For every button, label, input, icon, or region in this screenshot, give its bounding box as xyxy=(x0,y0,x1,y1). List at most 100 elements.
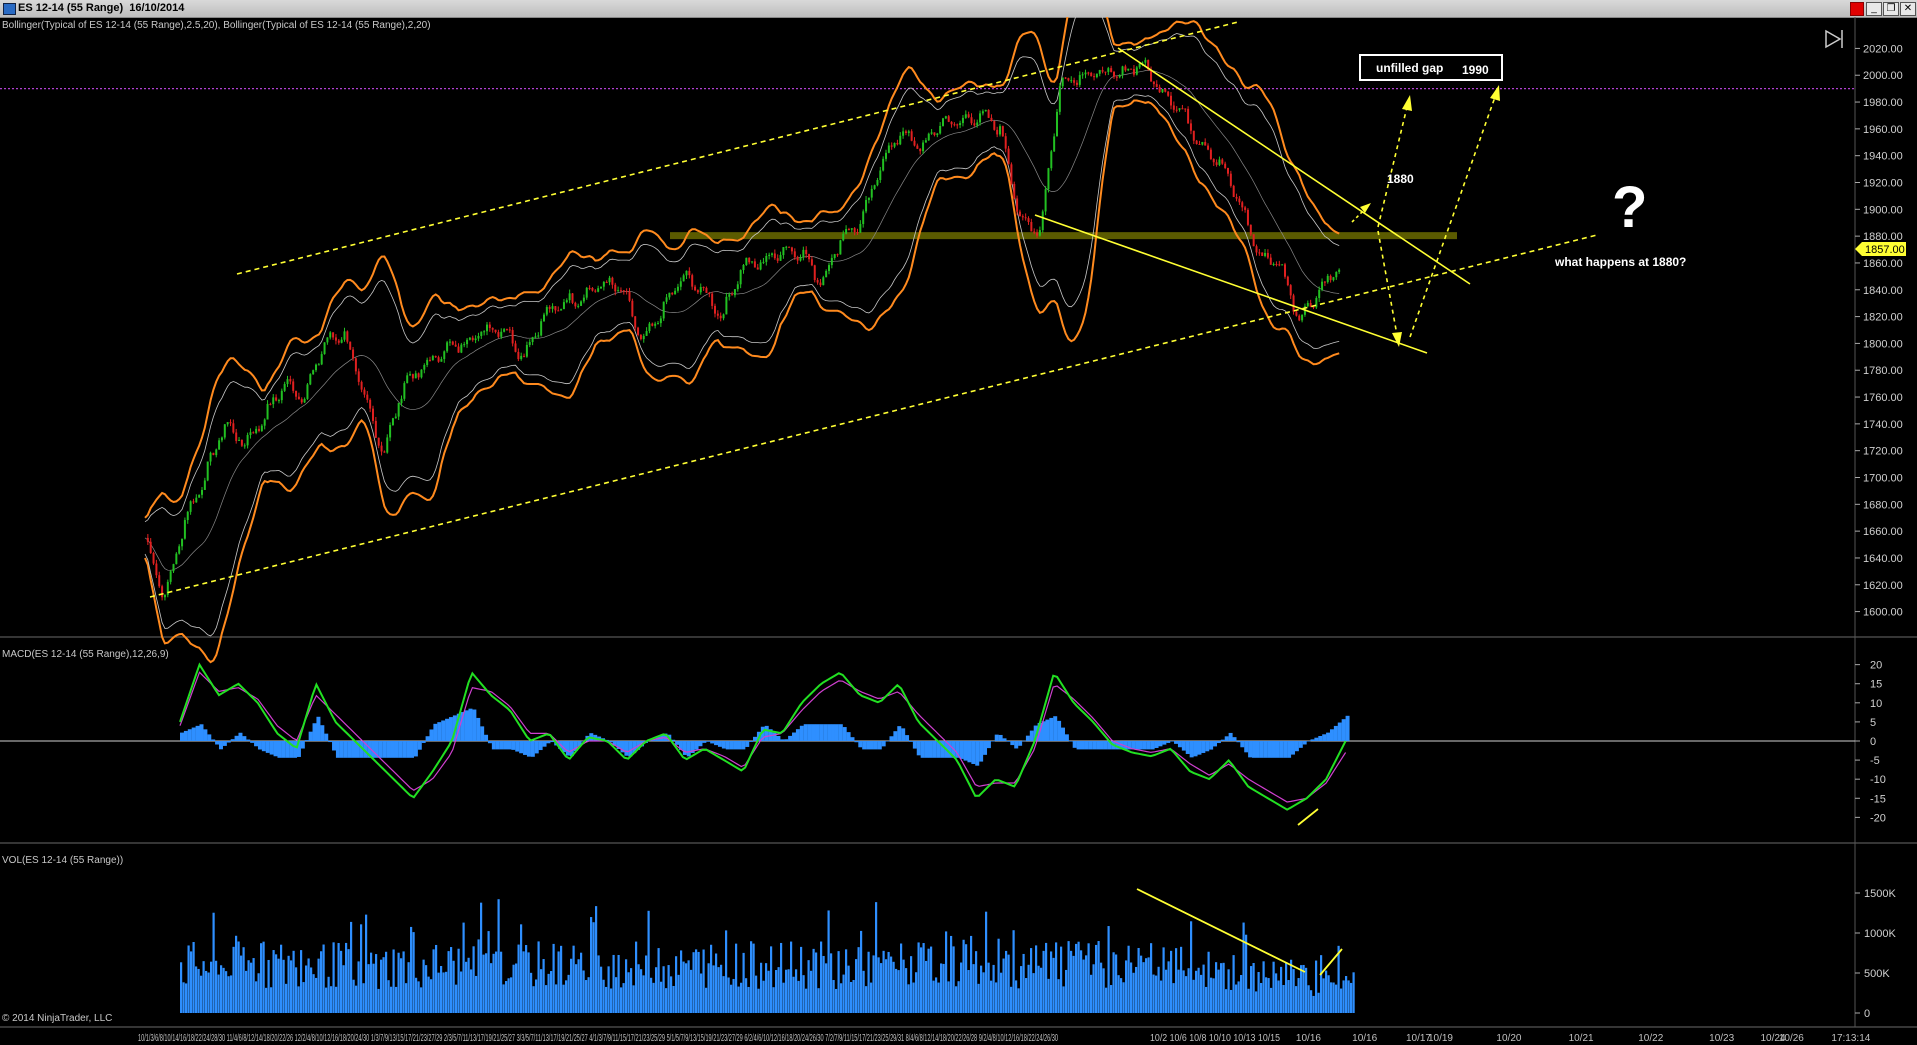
volume-divergence-line[interactable] xyxy=(1136,888,1306,973)
candle-body xyxy=(933,132,936,136)
macd-hist-bar xyxy=(565,741,570,756)
macd-hist-bar xyxy=(199,724,204,741)
volume-rise-line[interactable] xyxy=(1319,948,1343,976)
macd-hist-bar xyxy=(1177,741,1182,748)
macd-hist-bar xyxy=(484,734,489,741)
macd-hist-bar xyxy=(675,741,680,745)
close-button[interactable]: ✕ xyxy=(1900,2,1916,16)
candle-body xyxy=(1321,281,1324,290)
scenario-arrow-down[interactable] xyxy=(1377,230,1398,336)
candle-body xyxy=(1115,76,1118,78)
resistance-zone-1880[interactable] xyxy=(670,232,1457,240)
volume-bar xyxy=(315,977,318,1013)
scroll-to-end-icon[interactable] xyxy=(1825,29,1843,49)
macd-hist-bar xyxy=(215,741,220,745)
volume-bar xyxy=(197,968,200,1013)
candle-body xyxy=(1207,145,1210,150)
volume-bar xyxy=(997,938,1000,1013)
candle-body xyxy=(1309,303,1312,307)
price-candles xyxy=(146,57,1341,601)
alert-indicator-icon[interactable] xyxy=(1850,2,1864,16)
candle-body xyxy=(930,132,933,134)
candle-body xyxy=(622,290,625,292)
lower-channel-line[interactable] xyxy=(149,234,1598,598)
y-tick-label: 1600.00 xyxy=(1863,607,1903,619)
volume-bar xyxy=(355,985,358,1013)
chart-canvas[interactable]: unfilled gap 1990 1880 ? what happens at… xyxy=(0,17,1917,1045)
volume-bar xyxy=(597,955,600,1013)
candle-body xyxy=(551,306,554,309)
candle-body xyxy=(1292,295,1295,312)
y-tick-label: 2000.00 xyxy=(1863,70,1903,82)
candle-body xyxy=(588,287,591,289)
candle-body xyxy=(1067,78,1070,81)
candle-body xyxy=(477,335,480,339)
upper-channel-line[interactable] xyxy=(236,21,1239,275)
volume-bar xyxy=(507,978,510,1013)
candle-body xyxy=(169,571,172,582)
macd-hist-bar xyxy=(203,729,208,741)
unfilled-gap-box[interactable] xyxy=(1359,54,1503,81)
volume-bar xyxy=(302,982,305,1013)
macd-hist-bar xyxy=(421,741,426,743)
macd-divergence-line[interactable] xyxy=(1297,808,1319,826)
restore-button[interactable]: ❐ xyxy=(1883,2,1899,16)
candle-body xyxy=(722,314,725,319)
macd-hist-bar xyxy=(608,741,613,743)
volume-bar xyxy=(307,958,310,1013)
macd-hist-bar xyxy=(187,729,192,741)
volume-bar xyxy=(215,960,218,1013)
macd-hist-bar xyxy=(1010,741,1015,746)
volume-bar xyxy=(342,965,345,1013)
volume-bar xyxy=(807,960,810,1013)
volume-bar xyxy=(1045,942,1048,1013)
candle-body xyxy=(796,257,799,261)
volume-bar xyxy=(965,944,968,1013)
candle-body xyxy=(936,133,939,136)
macd-hist-bar xyxy=(1103,741,1108,750)
macd-hist-bar xyxy=(1154,741,1159,748)
y-tick-label: 1780.00 xyxy=(1863,365,1903,377)
volume-bar xyxy=(852,979,855,1013)
wedge-upper-line[interactable] xyxy=(1117,47,1471,285)
macd-hist-bar xyxy=(1135,741,1140,750)
volume-bar xyxy=(1222,962,1225,1013)
macd-hist-bar xyxy=(320,725,325,741)
wedge-lower-line[interactable] xyxy=(1034,214,1428,354)
macd-hist-bar xyxy=(1076,741,1081,750)
macd-hist-bar xyxy=(1298,741,1303,748)
candle-body xyxy=(1016,198,1019,212)
trendlines[interactable] xyxy=(149,21,1598,598)
volume-bar xyxy=(862,970,865,1013)
volume-bar xyxy=(1310,990,1313,1013)
macd-hist-bar xyxy=(714,741,719,746)
candle-body xyxy=(545,307,548,315)
candle-body xyxy=(315,364,317,371)
volume-bar xyxy=(800,946,803,1013)
macd-hist-bar xyxy=(1022,740,1027,742)
volume-bar xyxy=(637,964,640,1013)
minimize-button[interactable]: _ xyxy=(1866,2,1882,16)
macd-hist-bar xyxy=(308,731,313,741)
volume-bar xyxy=(477,939,480,1013)
volume-bar xyxy=(705,987,708,1013)
scenario-arrow-up-2[interactable] xyxy=(1409,96,1496,338)
volume-bar xyxy=(1105,987,1108,1013)
candle-body xyxy=(1044,189,1047,212)
volume-bar xyxy=(432,949,435,1013)
scenario-arrow-up-1[interactable] xyxy=(1377,106,1408,228)
volume-bar xyxy=(1015,980,1018,1013)
volume-bar xyxy=(697,951,700,1013)
volume-bar xyxy=(780,942,783,1013)
candle-body xyxy=(659,318,662,324)
volume-bar xyxy=(1267,978,1270,1013)
candle-body xyxy=(483,331,486,333)
candle-body xyxy=(728,294,731,297)
candle-body xyxy=(494,329,497,333)
volume-bar xyxy=(225,971,228,1013)
volume-bar xyxy=(447,951,450,1013)
macd-hist-bar xyxy=(1166,741,1171,743)
macd-hist-bar xyxy=(986,741,991,749)
volume-bar xyxy=(622,983,625,1013)
x-tick-label: 10/17 xyxy=(1406,1033,1431,1044)
